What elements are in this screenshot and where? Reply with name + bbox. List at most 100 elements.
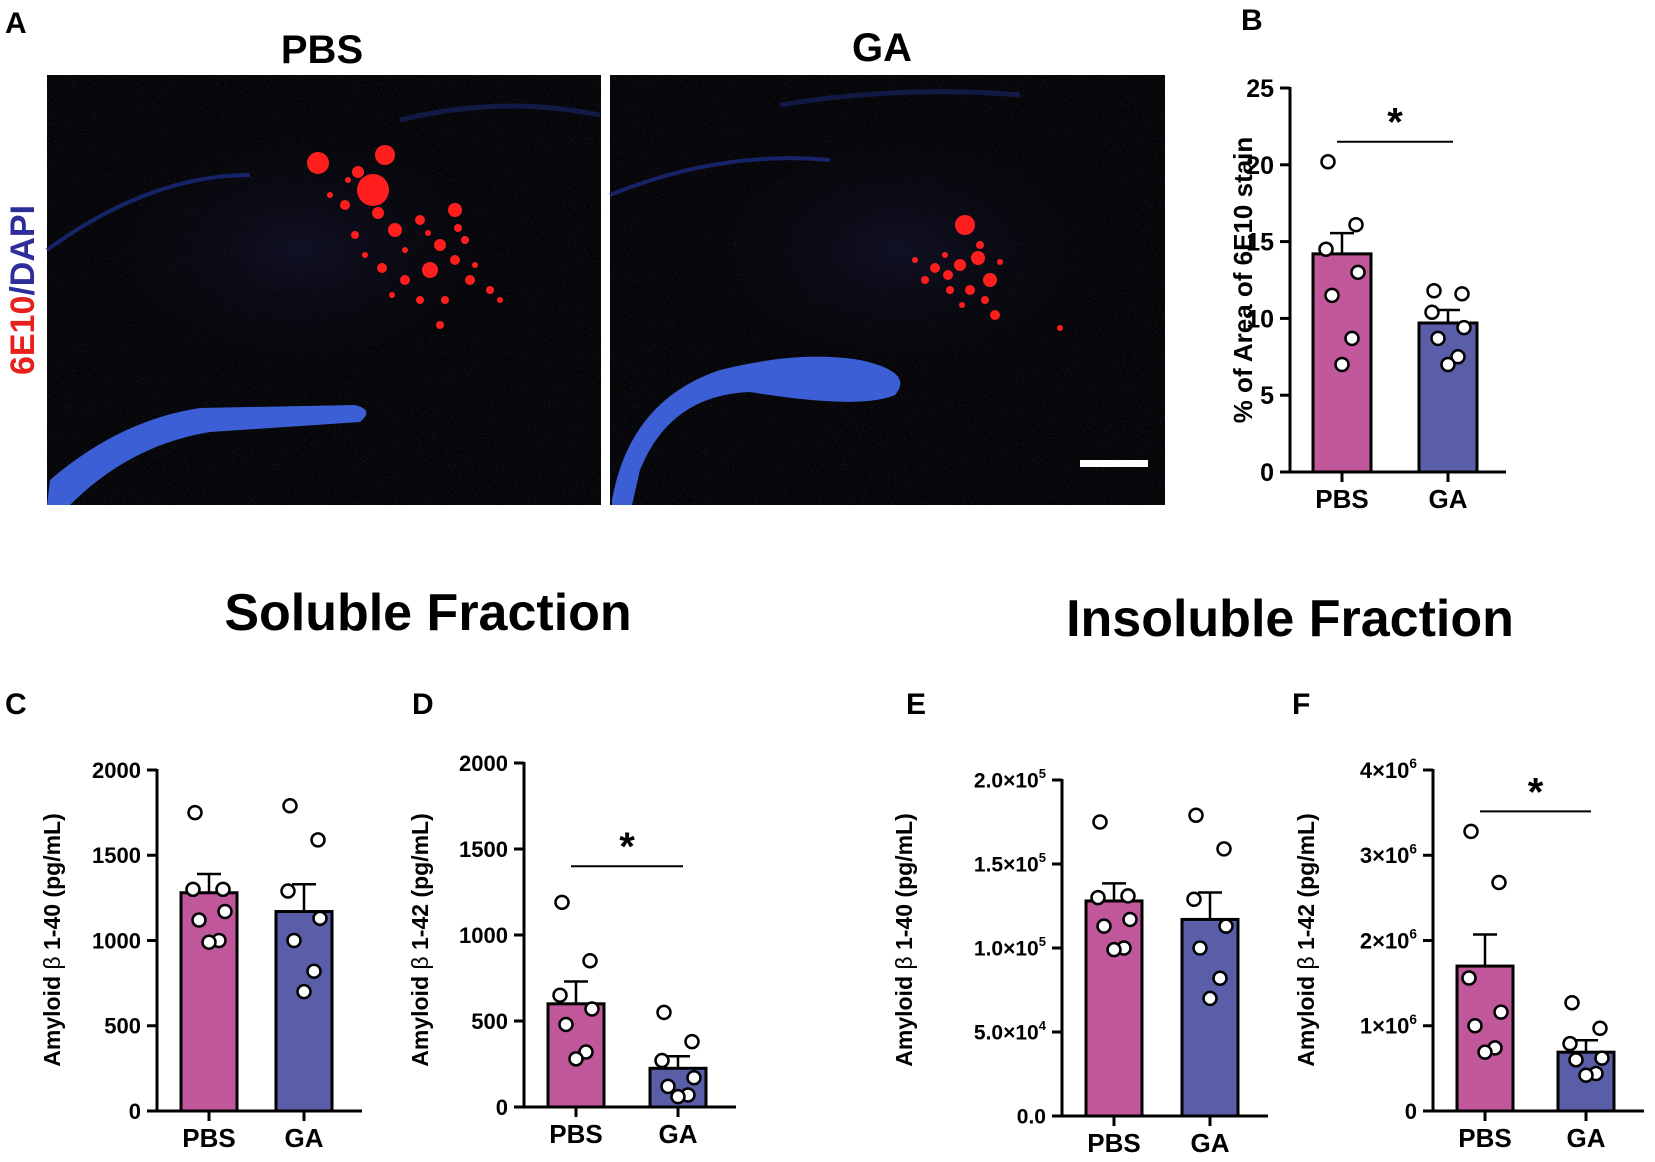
data-point (1212, 970, 1228, 986)
data-point (660, 1078, 676, 1095)
panel-b: B 0 5 10 15 20 25 PBS GA % of Area of 6E10 stain * (1228, 4, 1506, 514)
panel-a: A PBS GA 6E10/DAPI (4, 7, 1165, 505)
x-tick-label: PBS (1315, 484, 1368, 514)
data-point (1334, 356, 1350, 373)
y-axis-label-greek: β (407, 956, 433, 969)
y-tick-label: 3×106 (1360, 841, 1418, 868)
data-point (1106, 941, 1122, 958)
y-tick-label: 20 (1246, 152, 1274, 180)
y-tick-label: 5.0×104 (974, 1018, 1047, 1044)
data-point (1578, 1067, 1594, 1083)
data-point (282, 798, 298, 814)
data-point (1491, 874, 1507, 891)
y-axis-label-greek: β (39, 956, 65, 969)
panel-letter: F (1292, 688, 1310, 721)
data-point (552, 987, 568, 1003)
y-tick-exponent: 6 (1409, 756, 1417, 771)
y-tick-label: 1000 (92, 928, 141, 953)
x-tick-label: PBS (549, 1119, 602, 1149)
y-tick-exponent: 6 (1409, 841, 1417, 856)
x-tick-label: PBS (182, 1123, 235, 1153)
data-point (654, 1052, 670, 1069)
micrograph-ga (609, 75, 1165, 505)
data-point (1122, 911, 1138, 928)
x-tick-label: PBS (1458, 1123, 1511, 1153)
y-tick-label: 2.0×105 (974, 766, 1046, 792)
y-axis-label-units: 1-42 (pg/mL) (407, 813, 433, 956)
panel-letter-a: A (5, 7, 27, 40)
panel-c: C 0 500 1000 1500 2000 PBS GA Amyloid β 1-40 (pg… (5, 688, 362, 1153)
y-axis-label-units: 1-40 (pg/mL) (891, 813, 917, 956)
data-point (1092, 814, 1108, 830)
y-tick-label: 1500 (92, 843, 141, 868)
x-tick-label: PBS (1087, 1128, 1140, 1158)
data-point (684, 1033, 700, 1050)
y-tick-label: 15 (1246, 229, 1274, 257)
data-point (1192, 940, 1208, 956)
y-axis-label-greek: β (1293, 956, 1319, 969)
y-tick-label: 25 (1246, 75, 1274, 103)
data-point (1424, 304, 1440, 321)
x-tick-label: GA (1429, 484, 1468, 514)
x-tick-label: GA (1191, 1128, 1230, 1158)
data-point (1218, 918, 1234, 934)
data-point (1120, 888, 1136, 904)
data-point (1562, 1035, 1578, 1052)
y-tick-label: 500 (104, 1014, 141, 1039)
data-point (191, 912, 207, 928)
data-point (201, 934, 217, 950)
y-tick-exponent: 5 (1039, 934, 1046, 949)
y-tick-exponent: 6 (1409, 927, 1417, 942)
stain-label-dapi: DAPI (4, 205, 42, 286)
data-point (1320, 153, 1336, 170)
y-tick-label: 1×106 (1360, 1012, 1418, 1039)
data-point (1430, 330, 1446, 347)
stain-label: 6E10/DAPI (4, 205, 42, 375)
panel-letter: C (5, 688, 27, 721)
stain-label-separator: / (4, 286, 42, 296)
bar-pbs (179, 891, 239, 1113)
data-point (1454, 286, 1470, 302)
data-point (1467, 1018, 1483, 1034)
panel-f: F 0 1×106 2×106 3×106 4×106 PBS GA Amyloid β 1-4… (1292, 688, 1644, 1153)
data-point (1344, 330, 1360, 347)
data-point (187, 804, 203, 821)
bar-pbs (1084, 899, 1144, 1118)
data-point (215, 881, 231, 898)
stain-label-6e10: 6E10 (4, 296, 42, 375)
data-point (1440, 356, 1456, 373)
data-point (217, 903, 233, 920)
data-point (310, 832, 326, 848)
data-point (1568, 1052, 1584, 1068)
data-point (1426, 283, 1442, 299)
y-axis-label-text: Amyloid (1293, 970, 1319, 1067)
y-tick-label: 0.0 (1017, 1106, 1046, 1129)
x-tick-label: GA (1567, 1123, 1606, 1153)
y-tick-exponent: 4 (1039, 1018, 1047, 1033)
data-point (1456, 319, 1472, 336)
section-title-soluble: Soluble Fraction (224, 584, 631, 642)
data-point (584, 1001, 600, 1017)
data-point (286, 932, 302, 949)
data-point (568, 1051, 584, 1067)
data-point (1188, 807, 1204, 824)
bar-pbs (1455, 964, 1515, 1113)
y-axis-label-text: % of Area of 6E10 stain (1228, 137, 1258, 424)
data-point (686, 1070, 702, 1086)
data-point (1216, 841, 1232, 857)
x-tick-label: GA (659, 1119, 698, 1149)
data-point (185, 881, 201, 898)
data-point (1186, 891, 1202, 908)
data-point (1090, 889, 1106, 906)
data-point (296, 983, 312, 1000)
y-tick-label: 2000 (92, 758, 141, 783)
y-tick-label: 1.0×105 (974, 934, 1046, 960)
y-axis-label-units: 1-42 (pg/mL) (1293, 813, 1319, 956)
y-tick-exponent: 5 (1039, 850, 1046, 865)
plaque-cluster-pbs (307, 145, 503, 329)
y-tick-label: 10 (1246, 305, 1274, 333)
plaque-cluster-ga (912, 215, 1063, 331)
y-tick-exponent: 6 (1409, 1012, 1417, 1027)
data-point (1350, 264, 1366, 281)
